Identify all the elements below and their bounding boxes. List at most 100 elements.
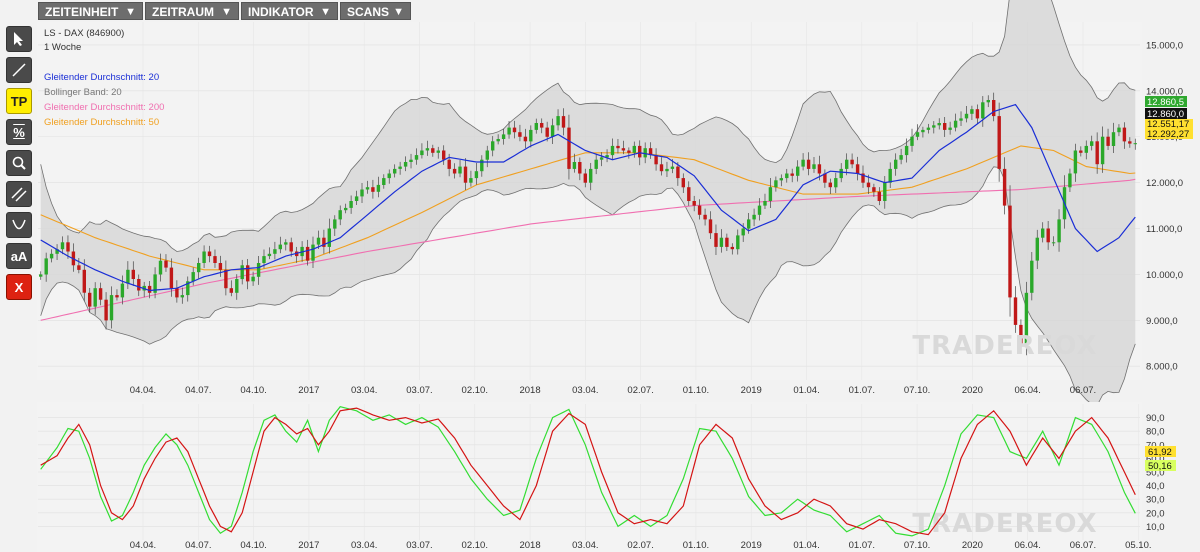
candle-body xyxy=(1024,292,1029,344)
candle-body xyxy=(327,228,331,247)
osc-x-tick-label: 02.10. xyxy=(462,540,488,551)
moving-average-200-line xyxy=(40,178,1136,321)
x-tick-label: 04.07. xyxy=(185,385,211,396)
legend-bollinger: Bollinger Band: 20 xyxy=(44,87,122,98)
candle-body xyxy=(981,102,985,119)
menu-scans[interactable]: SCANS ▼ xyxy=(340,2,411,20)
candle-body xyxy=(594,159,598,169)
osc-x-tick-label: 03.04. xyxy=(351,540,377,551)
candle-body xyxy=(550,125,555,137)
candle-body xyxy=(676,166,680,179)
price-label-box xyxy=(1145,96,1187,107)
tool-percent[interactable]: % xyxy=(6,119,32,145)
menu-zeiteinheit[interactable]: ZEITEINHEIT ▼ xyxy=(38,2,143,20)
menu-zeitraum[interactable]: ZEITRAUM ▼ xyxy=(145,2,239,20)
candle-body xyxy=(943,123,947,130)
candle-body xyxy=(316,237,321,245)
candle-body xyxy=(888,168,892,183)
chevron-down-icon: ▼ xyxy=(393,6,404,18)
x-tick-label: 02.07. xyxy=(627,385,653,396)
candle-body xyxy=(1041,228,1045,238)
candle-body xyxy=(207,251,212,257)
candle-body xyxy=(572,162,577,169)
candle-body xyxy=(1057,219,1061,243)
tool-zoom[interactable] xyxy=(6,150,32,176)
candle-body xyxy=(39,274,43,277)
candle-body xyxy=(218,263,223,270)
tool-delete[interactable]: X xyxy=(6,274,32,300)
candle-body xyxy=(785,173,789,179)
osc-x-tick-label: 2018 xyxy=(519,540,540,551)
candle-body xyxy=(480,159,484,172)
candle-body xyxy=(1106,136,1110,146)
candle-body xyxy=(932,125,936,128)
candle-body xyxy=(665,168,669,172)
candle-body xyxy=(806,159,811,169)
candle-body xyxy=(262,256,266,263)
osc-x-tick-label: 01.04. xyxy=(793,540,819,551)
candle-body xyxy=(414,155,419,160)
tool-cursor[interactable] xyxy=(6,26,32,52)
candle-body xyxy=(992,100,996,117)
menu-indikator[interactable]: INDIKATOR ▼ xyxy=(241,2,338,20)
candle-body xyxy=(469,178,473,183)
osc-x-tick-label: 04.10. xyxy=(240,540,266,551)
candle-body xyxy=(796,166,800,176)
y-tick-label: 8.000,0 xyxy=(1146,362,1178,373)
candle-body xyxy=(725,237,729,247)
candle-body xyxy=(322,237,326,247)
menu-scans-label: SCANS xyxy=(347,5,390,19)
candle-body xyxy=(235,279,239,293)
candle-body xyxy=(442,150,446,160)
candle-body xyxy=(267,253,272,257)
candle-body xyxy=(284,242,288,245)
x-tick-label: 2020 xyxy=(962,385,983,396)
tool-arc[interactable] xyxy=(6,212,32,238)
candle-body xyxy=(463,166,468,183)
candle-body xyxy=(817,164,822,174)
candle-body xyxy=(714,233,718,247)
tool-text[interactable]: aA xyxy=(6,243,32,269)
stochastic-d-line xyxy=(40,407,1136,536)
candle-body xyxy=(387,173,391,179)
candle-body xyxy=(937,123,941,126)
osc-y-tick-label: 80,0 xyxy=(1146,427,1165,438)
candle-body xyxy=(866,182,871,188)
candle-body xyxy=(344,207,348,211)
main-x-axis: 04.04. 04.07. 04.10. 2017 03.04. 03.07. 02.10.… xyxy=(130,385,1096,396)
tool-tp[interactable]: TP xyxy=(6,88,32,114)
candle-body xyxy=(540,123,544,128)
candle-body xyxy=(224,269,228,289)
tool-line[interactable] xyxy=(6,57,32,83)
price-label-group: 12.860,5 12.860,0 12.551,17 12.292,27 xyxy=(1145,96,1193,140)
candle-body xyxy=(599,157,604,160)
y-tick-label: 15.000,0 xyxy=(1146,40,1183,51)
candle-body xyxy=(338,210,342,220)
candle-body xyxy=(360,189,364,197)
tool-parallel[interactable] xyxy=(6,181,32,207)
candle-body xyxy=(828,182,832,188)
candle-body xyxy=(186,281,190,296)
candle-body xyxy=(1133,143,1137,145)
candle-body xyxy=(556,116,560,126)
osc-x-tick-label: 03.04. xyxy=(572,540,598,551)
candle-body xyxy=(872,187,876,192)
candle-body xyxy=(605,155,609,158)
candle-body xyxy=(654,155,658,165)
osc-x-tick-label: 01.07. xyxy=(849,540,875,551)
osc-x-tick-label: 06.07. xyxy=(1070,540,1096,551)
bollinger-band-lower xyxy=(40,166,1136,406)
candle-body xyxy=(534,123,538,130)
candle-body xyxy=(60,242,65,250)
osc-label-red: 61,92 xyxy=(1148,447,1172,458)
candle-body xyxy=(997,116,1001,169)
candle-body xyxy=(153,274,157,293)
candle-body xyxy=(687,187,691,201)
candle-body xyxy=(305,246,310,261)
osc-label-green: 50,16 xyxy=(1148,461,1172,472)
main-y-axis: 15.000,014.000,013.000,012.000,011.000,0… xyxy=(1146,40,1183,372)
candle-body xyxy=(354,196,359,201)
candle-body xyxy=(44,258,48,275)
candle-body xyxy=(638,145,642,158)
